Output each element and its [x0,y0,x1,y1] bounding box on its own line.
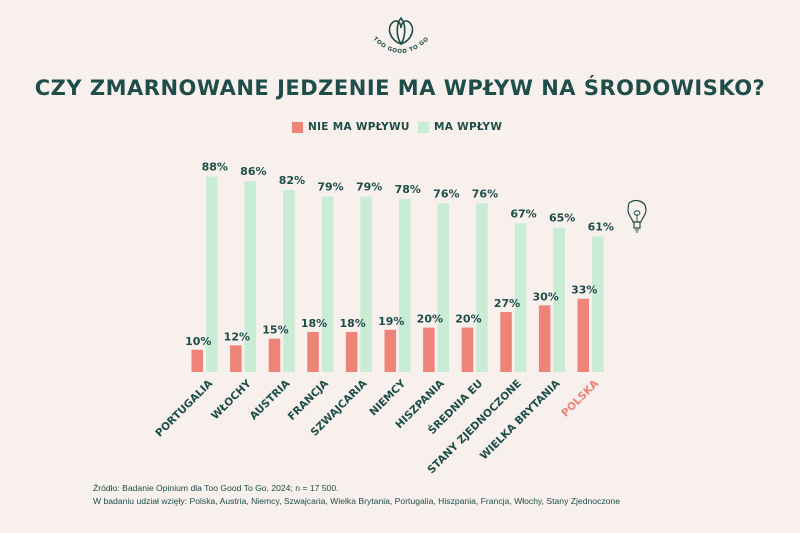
legend-swatch-no-impact [292,121,303,133]
label-impact-stany-zjednoczone: 67% [510,207,536,220]
label-no-impact-polska: 33% [571,284,597,297]
category-label-niemcy: NIEMCY [367,377,408,418]
label-impact-niemcy: 78% [395,183,421,196]
bar-impact-średnia-eu [476,203,488,372]
category-label-portugalia: PORTUGALIA [153,377,215,439]
bar-no-impact-średnia-eu [461,327,474,372]
label-no-impact-niemcy: 19% [378,315,404,328]
category-label-polska: POLSKA [559,377,601,419]
bar-no-impact-szwajcaria [345,332,358,372]
chart-title: CZY ZMARNOWANE JEDZENIE MA WPŁYW NA ŚROD… [34,76,766,100]
label-no-impact-portugalia: 10% [185,335,211,348]
label-impact-portugalia: 88% [202,161,228,174]
label-impact-polska: 61% [588,221,614,234]
logo-petal-left [388,20,402,45]
bar-impact-hiszpania [437,203,450,372]
bar-impact-francja [321,196,334,372]
legend-item-no-impact: NIE MA WPŁYWU [292,121,410,133]
bar-no-impact-polska [577,298,589,372]
footer-source: Źródło: Badanie Opinium dla Too Good To … [93,483,339,493]
footer-participants: W badaniu udział wzięły: Polska, Austria… [93,495,620,506]
bar-no-impact-wielka-brytania [538,305,551,372]
label-no-impact-austria: 15% [262,324,288,337]
label-no-impact-włochy: 12% [224,330,250,343]
brand-logo: TOO GOOD TO GO [366,14,436,58]
label-impact-wielka-brytania: 65% [549,212,575,225]
bar-chart: 10%88%PORTUGALIA12%86%WŁOCHY15%82%AUSTRI… [153,161,647,477]
bar-impact-stany-zjednoczone [514,223,527,372]
label-impact-hiszpania: 76% [433,187,459,200]
label-impact-średnia-eu: 76% [472,187,498,200]
category-label-włochy: WŁOCHY [209,377,254,422]
bar-no-impact-francja [307,332,319,372]
legend: NIE MA WPŁYWU MA WPŁYW [0,121,800,139]
bar-no-impact-niemcy [384,329,396,372]
bar-impact-włochy [244,181,257,372]
label-no-impact-średnia-eu: 20% [455,313,481,326]
label-no-impact-wielka-brytania: 30% [532,290,558,303]
label-no-impact-hiszpania: 20% [417,313,443,326]
bar-impact-szwajcaria [360,196,372,372]
bar-impact-austria [283,189,295,372]
bar-no-impact-włochy [230,345,242,372]
label-no-impact-francja: 18% [301,317,327,330]
label-no-impact-szwajcaria: 18% [339,317,365,330]
legend-label-no-impact: NIE MA WPŁYWU [308,121,410,133]
bar-impact-polska [592,236,604,372]
legend-item-impact: MA WPŁYW [418,121,502,133]
bar-no-impact-austria [268,338,281,372]
label-no-impact-stany-zjednoczone: 27% [494,297,520,310]
bar-no-impact-hiszpania [423,327,435,372]
logo-petal-right [400,20,414,45]
bar-impact-niemcy [399,198,411,372]
label-impact-szwajcaria: 79% [356,181,382,194]
bar-impact-portugalia [206,176,218,372]
bar-impact-wielka-brytania [553,227,565,372]
bars-group: 10%88%PORTUGALIA12%86%WŁOCHY15%82%AUSTRI… [153,161,614,477]
label-impact-austria: 82% [279,174,305,187]
label-impact-włochy: 86% [240,165,266,178]
lightbulb-icon [627,200,647,233]
category-label-wielka-brytania: WIELKA BRYTANIA [478,377,563,462]
legend-label-impact: MA WPŁYW [434,121,503,133]
label-impact-francja: 79% [317,181,343,194]
logo-petal-center [396,16,406,46]
footer: Źródło: Badanie Opinium dla Too Good To … [93,482,620,507]
legend-swatch-impact [418,121,429,133]
bar-no-impact-portugalia [191,349,203,372]
bar-no-impact-stany-zjednoczone [500,312,512,372]
